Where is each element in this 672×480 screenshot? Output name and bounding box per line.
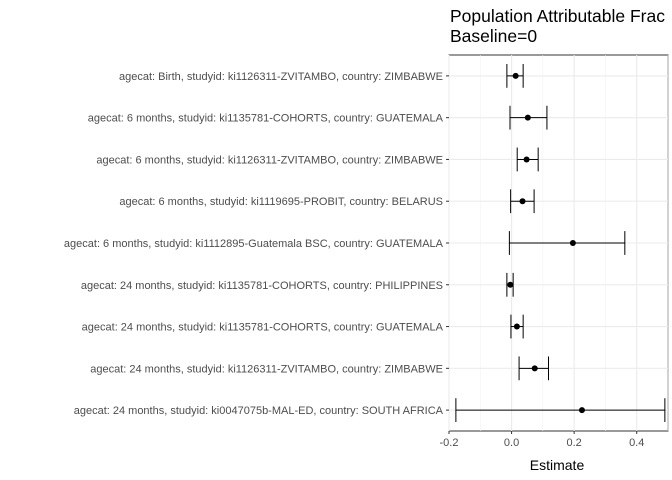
estimate-point <box>569 240 576 246</box>
x-tick-label: 0.4 <box>629 437 644 449</box>
y-tick-label: agecat: 24 months, studyid: ki1135781-CO… <box>82 322 444 334</box>
y-tick-label: agecat: 6 months, studyid: ki1119695-PRO… <box>119 196 443 208</box>
y-tick-label: agecat: 6 months, studyid: ki1126311-ZVI… <box>96 154 443 166</box>
y-tick-label: agecat: 6 months, studyid: ki1112895-Gua… <box>64 238 444 250</box>
estimate-point <box>524 114 531 121</box>
estimate-point <box>507 281 514 288</box>
x-axis: -0.2 0.0 0.2 0.4 <box>440 431 644 449</box>
x-axis-title: Estimate <box>530 457 585 473</box>
estimate-point <box>523 156 530 163</box>
estimate-point <box>578 407 585 414</box>
y-tick-label: agecat: 24 months, studyid: ki1126311-ZV… <box>90 363 443 375</box>
chart-title-line-1: Population Attributable Frac <box>450 6 665 26</box>
estimate-point <box>512 72 519 79</box>
estimate-point <box>513 323 520 330</box>
y-tick-label: agecat: 24 months, studyid: ki1135781-CO… <box>81 280 443 292</box>
y-tick-label: agecat: 6 months, studyid: ki1135781-COH… <box>88 113 444 125</box>
y-tick-label: agecat: Birth, studyid: ki1126311-ZVITAM… <box>119 71 443 83</box>
chart-title-line-2: Baseline=0 <box>450 26 537 46</box>
estimate-point <box>519 198 526 205</box>
x-tick-label: -0.2 <box>440 437 459 449</box>
grid-lines <box>448 55 669 431</box>
estimate-point <box>531 365 538 372</box>
x-tick-label: 0.0 <box>504 437 519 449</box>
y-tick-label: agecat: 24 months, studyid: ki0047075b-M… <box>74 405 444 417</box>
x-tick-label: 0.2 <box>566 437 581 449</box>
y-axis-labels: agecat: Birth, studyid: ki1126311-ZVITAM… <box>64 71 449 417</box>
data-marks <box>455 63 666 423</box>
